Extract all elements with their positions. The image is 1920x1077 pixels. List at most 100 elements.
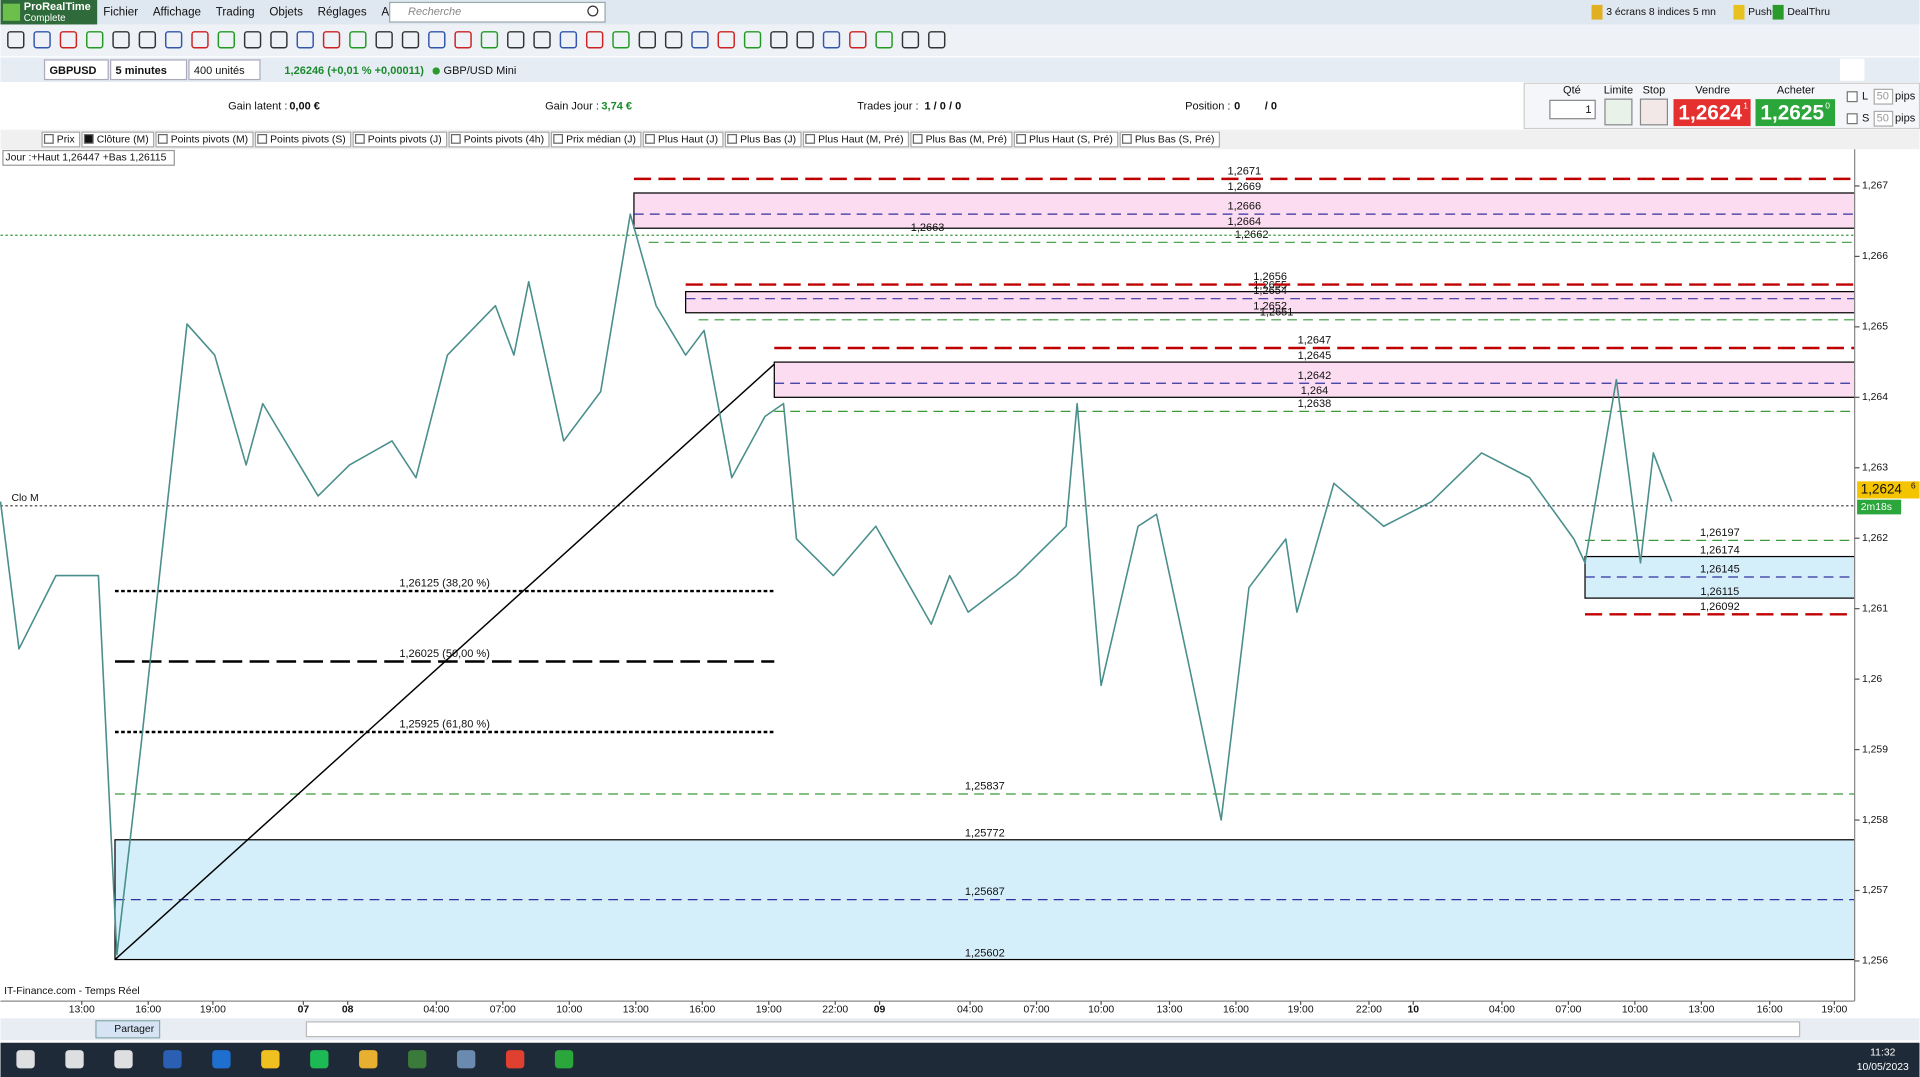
buy-button[interactable] bbox=[1755, 99, 1836, 127]
instrument-bar bbox=[0, 57, 1920, 82]
tab[interactable] bbox=[642, 131, 724, 148]
tab[interactable] bbox=[802, 131, 910, 148]
tab[interactable] bbox=[910, 131, 1013, 148]
taskbar-icon[interactable] bbox=[310, 1050, 329, 1069]
scrollbar[interactable] bbox=[305, 1021, 1801, 1038]
limit-button[interactable] bbox=[1604, 98, 1633, 126]
tool-icon[interactable] bbox=[401, 31, 420, 49]
tool-icon[interactable] bbox=[796, 31, 814, 49]
tool-icon[interactable] bbox=[901, 31, 920, 49]
menu-item[interactable]: Affichage bbox=[153, 5, 201, 18]
timeframe-box[interactable] bbox=[110, 59, 188, 81]
tab[interactable] bbox=[550, 131, 642, 148]
tab[interactable] bbox=[1119, 131, 1221, 148]
tool-icon[interactable] bbox=[349, 31, 367, 49]
tab-check bbox=[157, 134, 168, 144]
tab[interactable] bbox=[352, 131, 448, 148]
taskbar-icon[interactable] bbox=[65, 1050, 84, 1069]
search-box[interactable] bbox=[389, 1, 606, 23]
menu-item[interactable]: Réglages bbox=[318, 5, 367, 18]
sell-button[interactable] bbox=[1673, 99, 1751, 127]
tool-icon[interactable] bbox=[770, 31, 788, 49]
tool-icon[interactable] bbox=[270, 31, 288, 49]
info-value: 0 bbox=[1234, 100, 1240, 112]
tool-icon[interactable] bbox=[296, 31, 314, 49]
taskbar-icon[interactable] bbox=[554, 1050, 574, 1069]
tool-icon[interactable] bbox=[559, 31, 578, 49]
tool-icon[interactable] bbox=[164, 31, 183, 49]
x-axis: 13:00 16:00 19:00 07 08 04:00 07:00 10:00 13:00 1… bbox=[69, 1001, 1848, 1015]
tool-icon[interactable] bbox=[322, 31, 341, 49]
taskbar-icon[interactable] bbox=[114, 1050, 133, 1069]
checkbox[interactable] bbox=[1846, 91, 1858, 103]
tab[interactable] bbox=[724, 131, 802, 148]
right-menu-item[interactable]: 3 écrans 8 indices 5 mn bbox=[1606, 7, 1716, 18]
window-icon[interactable] bbox=[1839, 58, 1865, 81]
taskbar-icon[interactable] bbox=[163, 1050, 182, 1069]
menu-item[interactable]: Fichier bbox=[103, 5, 138, 18]
menu-item[interactable]: Trading bbox=[216, 5, 255, 18]
tab[interactable] bbox=[155, 131, 254, 148]
menu-item[interactable]: Objets bbox=[269, 5, 303, 18]
taskbar-icon[interactable] bbox=[16, 1050, 35, 1069]
tool-icon[interactable] bbox=[217, 31, 235, 49]
tool-icon[interactable] bbox=[612, 31, 630, 49]
pips-box[interactable] bbox=[1873, 88, 1894, 105]
tool-icon[interactable] bbox=[664, 31, 683, 49]
tool-icon[interactable] bbox=[454, 31, 472, 49]
pips-box[interactable] bbox=[1873, 110, 1894, 127]
taskbar-icon[interactable] bbox=[505, 1050, 525, 1069]
tool-icon[interactable] bbox=[138, 31, 157, 49]
stop-button[interactable] bbox=[1639, 98, 1669, 126]
tool-icon[interactable] bbox=[743, 31, 762, 49]
tab[interactable] bbox=[254, 131, 352, 148]
tool-icon[interactable] bbox=[585, 31, 604, 49]
tab[interactable] bbox=[448, 131, 550, 148]
x-tick-label: 13:00 bbox=[1688, 1004, 1714, 1015]
units-box[interactable] bbox=[188, 59, 261, 81]
y-tick-label: 1,265 bbox=[1862, 322, 1888, 333]
tool-icon[interactable] bbox=[86, 31, 104, 49]
zone-high-label: 1,26174 bbox=[1700, 544, 1740, 556]
x-tick-label: 13:00 bbox=[1156, 1004, 1182, 1015]
tool-icon[interactable] bbox=[7, 31, 25, 49]
tool-icon[interactable] bbox=[375, 31, 393, 49]
share-button[interactable] bbox=[95, 1020, 161, 1039]
tool-icon[interactable] bbox=[112, 31, 130, 49]
tool-icon[interactable] bbox=[717, 31, 735, 49]
tool-icon[interactable] bbox=[507, 31, 525, 49]
taskbar-icon[interactable] bbox=[408, 1050, 427, 1069]
right-menu-item[interactable]: Push+ bbox=[1748, 7, 1778, 18]
tab-check bbox=[1016, 134, 1027, 144]
info-label: Gain Jour : bbox=[545, 100, 599, 112]
pips-label: pips bbox=[1895, 113, 1916, 125]
tool-icon[interactable] bbox=[191, 31, 209, 49]
tool-icon[interactable] bbox=[59, 31, 78, 49]
status-dot bbox=[432, 67, 440, 75]
taskbar-icon[interactable] bbox=[456, 1050, 476, 1069]
checkbox[interactable] bbox=[1846, 113, 1858, 125]
tool-icon[interactable] bbox=[533, 31, 551, 49]
level-label: 1,2642 bbox=[1298, 370, 1332, 382]
taskbar-icon[interactable] bbox=[359, 1050, 378, 1069]
symbol-box[interactable] bbox=[43, 59, 109, 81]
tool-icon[interactable] bbox=[33, 31, 51, 49]
tool-icon[interactable] bbox=[928, 31, 946, 49]
tool-icon[interactable] bbox=[691, 31, 709, 49]
tool-icon[interactable] bbox=[875, 31, 893, 49]
taskbar-icon[interactable] bbox=[261, 1050, 280, 1069]
tool-icon[interactable] bbox=[243, 31, 262, 49]
menu-icon bbox=[1772, 4, 1784, 20]
y-tick-label: 1,266 bbox=[1862, 251, 1888, 262]
taskbar-icon[interactable] bbox=[212, 1050, 231, 1069]
qty-box[interactable] bbox=[1549, 99, 1596, 120]
tool-icon[interactable] bbox=[638, 31, 656, 49]
tab[interactable] bbox=[81, 131, 155, 148]
tool-icon[interactable] bbox=[822, 31, 841, 49]
tool-icon[interactable] bbox=[480, 31, 499, 49]
tab[interactable] bbox=[1013, 131, 1119, 148]
right-menu-item[interactable]: DealThru bbox=[1787, 7, 1830, 18]
tool-icon[interactable] bbox=[428, 31, 446, 49]
tool-icon[interactable] bbox=[849, 31, 867, 49]
